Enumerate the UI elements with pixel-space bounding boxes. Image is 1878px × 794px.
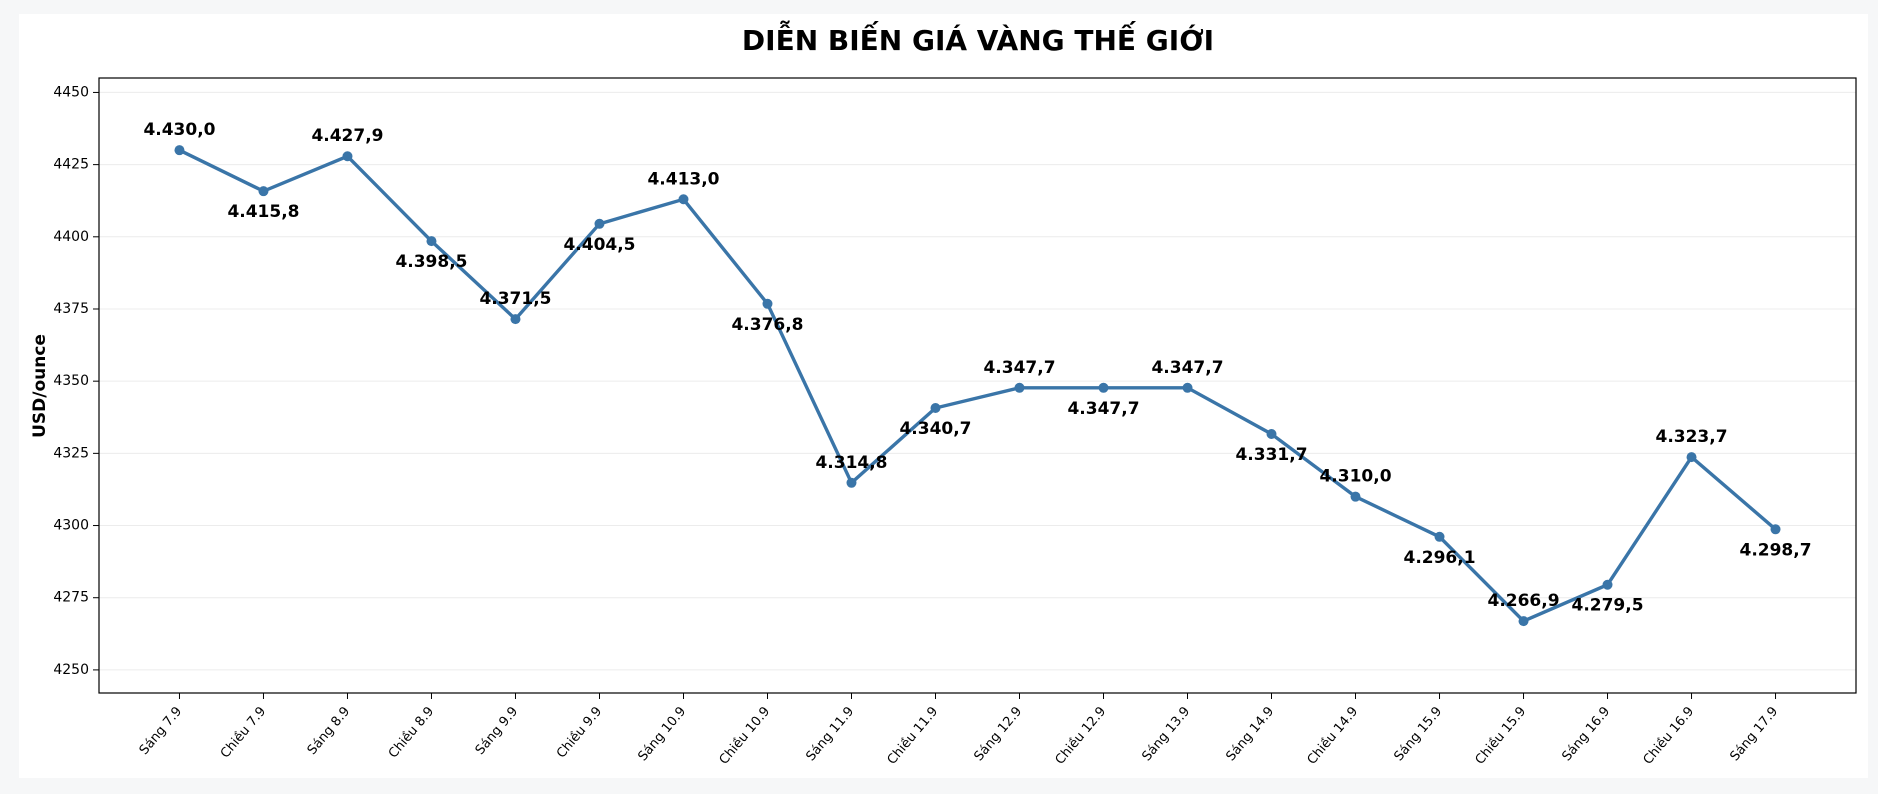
data-label: 4.415,8: [227, 202, 299, 222]
data-label: 4.413,0: [647, 169, 719, 189]
data-point: [762, 298, 773, 309]
data-point: [1770, 524, 1781, 535]
data-label: 4.310,0: [1319, 467, 1391, 487]
chart-background: [19, 14, 1868, 778]
data-label: 4.296,1: [1403, 548, 1475, 568]
chart-title: DIỄN BIẾN GIÁ VÀNG THẾ GIỚI: [742, 19, 1214, 57]
data-label: 4.314,8: [815, 453, 887, 473]
data-point: [1266, 429, 1277, 440]
data-label: 4.340,7: [899, 419, 971, 439]
y-tick-label: 4400: [53, 229, 89, 245]
data-label: 4.430,0: [143, 120, 215, 140]
data-label: 4.347,7: [1067, 399, 1139, 419]
data-point: [1434, 531, 1445, 542]
y-tick-label: 4425: [53, 157, 89, 173]
data-point: [1686, 452, 1697, 463]
data-point: [426, 236, 437, 247]
y-axis-label: USD/ounce: [30, 334, 50, 438]
data-point: [1098, 382, 1109, 393]
data-label: 4.347,7: [1151, 358, 1223, 378]
data-label: 4.376,8: [731, 315, 803, 335]
data-point: [342, 151, 353, 162]
y-tick-label: 4250: [53, 662, 89, 678]
y-tick-label: 4275: [53, 590, 89, 606]
data-point: [594, 218, 605, 229]
data-label: 4.298,7: [1739, 540, 1811, 560]
data-point: [1602, 579, 1613, 590]
y-tick-label: 4375: [53, 301, 89, 317]
data-point: [1518, 616, 1529, 627]
data-point: [846, 477, 857, 488]
data-label: 4.279,5: [1571, 596, 1643, 616]
y-tick-label: 4300: [53, 518, 89, 534]
data-label: 4.347,7: [983, 358, 1055, 378]
data-line: [178, 148, 1777, 624]
data-point: [678, 194, 689, 205]
data-point: [174, 145, 185, 156]
data-label: 4.331,7: [1235, 445, 1307, 465]
data-label: 4.427,9: [311, 126, 383, 146]
data-point: [1182, 382, 1193, 393]
data-point: [930, 403, 941, 414]
data-label: 4.371,5: [479, 289, 551, 309]
y-tick-label: 4450: [53, 84, 89, 100]
data-point: [1014, 382, 1025, 393]
plot-frame: [98, 77, 1857, 694]
data-label: 4.398,5: [395, 252, 467, 272]
data-label: 4.323,7: [1655, 427, 1727, 447]
y-tick-label: 4325: [53, 445, 89, 461]
data-point: [258, 186, 269, 197]
data-label: 4.266,9: [1487, 591, 1559, 611]
data-point: [510, 314, 521, 325]
data-label: 4.404,5: [563, 235, 635, 255]
y-tick-label: 4350: [53, 373, 89, 389]
data-point: [1350, 491, 1361, 502]
